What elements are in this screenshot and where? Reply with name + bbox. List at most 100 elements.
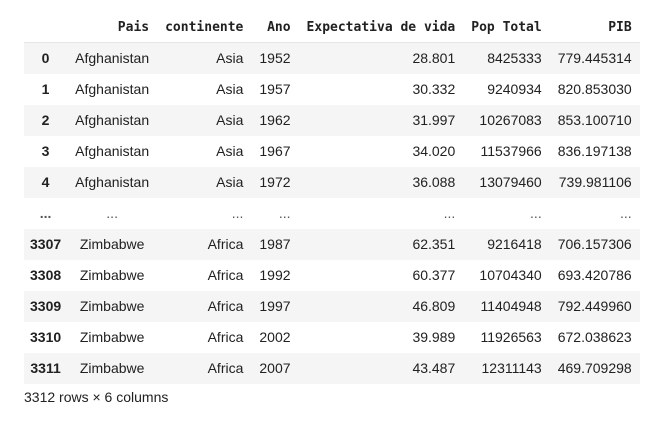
cell-pais: Afghanistan <box>75 143 150 159</box>
cell-ano: 2002 <box>259 329 291 345</box>
table-row: 2 Afghanistan Asia 1962 31.997 10267083 853.10… <box>24 104 640 136</box>
header-pib: PIB <box>549 12 640 43</box>
cell-pop-total: 12311143 <box>481 360 542 376</box>
row-index: 3 <box>41 143 50 159</box>
cell-ano: 1997 <box>259 298 291 314</box>
cell-expectativa-de-vida: ... <box>443 205 456 221</box>
cell-expectativa-de-vida: 46.809 <box>412 298 456 314</box>
cell-continente: Asia <box>216 50 244 67</box>
cell-pais: Zimbabwe <box>79 360 145 376</box>
cell-expectativa-de-vida: 36.088 <box>412 174 456 190</box>
cell-pib: 779.445314 <box>557 50 632 67</box>
table-row-ellipsis: ..................... <box>24 198 640 229</box>
table-row: 3308 Zimbabwe Africa 1992 60.377 10704340 693.… <box>24 260 640 291</box>
cell-pib: 836.197138 <box>557 143 632 159</box>
cell-pib: 672.038623 <box>557 329 632 345</box>
cell-pop-total: 9240934 <box>487 81 542 97</box>
cell-ano: 1967 <box>259 143 291 159</box>
cell-continente: Asia <box>216 112 244 128</box>
cell-continente: Africa <box>207 236 244 252</box>
cell-pop-total: 11537966 <box>480 143 542 159</box>
cell-ano: 2007 <box>259 360 291 376</box>
cell-continente: Africa <box>207 298 244 314</box>
cell-continente: Africa <box>207 267 244 283</box>
dataframe-output: Pais continente Ano Expectativa de vida … <box>24 12 640 384</box>
cell-continente: Asia <box>216 81 244 97</box>
row-index: 3311 <box>30 360 61 376</box>
cell-pop-total: 11926563 <box>480 329 542 345</box>
cell-pais: Zimbabwe <box>79 267 145 283</box>
cell-pais: Afghanistan <box>75 50 150 67</box>
table-row: 1 Afghanistan Asia 1957 30.332 9240934 820.853… <box>24 74 640 105</box>
row-index: ... <box>39 205 52 221</box>
cell-expectativa-de-vida: 39.989 <box>412 329 456 345</box>
cell-ano: 1957 <box>259 81 291 97</box>
cell-expectativa-de-vida: 28.801 <box>412 50 456 67</box>
cell-pais: Zimbabwe <box>79 329 145 345</box>
cell-pais: Afghanistan <box>75 81 150 97</box>
cell-pib: 469.709298 <box>557 360 632 376</box>
header-continente: continente <box>157 12 252 43</box>
cell-pop-total: 10267083 <box>479 112 542 128</box>
header-ano: Ano <box>251 12 299 43</box>
table-row: 3309 Zimbabwe Africa 1997 46.809 11404948 792.… <box>24 290 640 322</box>
header-pop-total: Pop Total <box>463 12 550 43</box>
header-index <box>24 12 68 43</box>
cell-pop-total: 10704340 <box>479 267 542 283</box>
cell-pib: 820.853030 <box>557 81 632 97</box>
header-expectativa-de-vida: Expectativa de vida <box>298 12 464 43</box>
table-row: 3307 Zimbabwe Africa 1987 62.351 9216418 706.1… <box>24 228 640 260</box>
shape-note: 3312 rows × 6 columns <box>24 389 169 405</box>
cell-continente: Asia <box>216 174 244 190</box>
cell-expectativa-de-vida: 30.332 <box>412 81 456 97</box>
table-row: 4 Afghanistan Asia 1972 36.088 13079460 739.98… <box>24 166 640 198</box>
cell-ano: 1962 <box>259 112 291 128</box>
cell-pib: 739.981106 <box>558 174 632 190</box>
cell-pib: 792.449960 <box>557 298 632 314</box>
cell-expectativa-de-vida: 31.997 <box>412 112 456 128</box>
row-index: 4 <box>41 174 50 190</box>
cell-pop-total: ... <box>530 205 542 221</box>
cell-pib: 706.157306 <box>557 236 632 252</box>
cell-pop-total: 13079460 <box>479 174 542 190</box>
cell-pib: 693.420786 <box>557 267 632 283</box>
header-row: Pais continente Ano Expectativa de vida … <box>24 12 640 43</box>
row-index: 3307 <box>30 236 62 252</box>
table-row: 3 Afghanistan Asia 1967 34.020 11537966 836.19… <box>24 136 640 167</box>
cell-pais: Zimbabwe <box>79 298 145 314</box>
cell-continente: Asia <box>216 143 244 159</box>
cell-ano: ... <box>278 205 291 221</box>
row-index: 0 <box>41 50 50 67</box>
row-index: 3308 <box>30 267 62 283</box>
table-row: 3311 Zimbabwe Africa 2007 43.487 12311143 469.… <box>24 352 640 384</box>
cell-pop-total: 8425333 <box>487 50 542 67</box>
cell-expectativa-de-vida: 62.351 <box>412 236 456 252</box>
cell-pais: ... <box>106 205 118 221</box>
cell-expectativa-de-vida: 43.487 <box>412 360 456 376</box>
table-header: Pais continente Ano Expectativa de vida … <box>24 12 640 43</box>
cell-pib: ... <box>620 205 632 221</box>
cell-ano: 1987 <box>259 236 291 252</box>
cell-pib: 853.100710 <box>557 112 632 128</box>
cell-pais: Afghanistan <box>75 174 150 190</box>
table-row: 3310 Zimbabwe Africa 2002 39.989 11926563 672.… <box>24 322 640 353</box>
row-index: 2 <box>41 112 50 128</box>
cell-continente: ... <box>231 205 244 221</box>
row-index: 3309 <box>30 298 62 314</box>
cell-ano: 1992 <box>259 267 291 283</box>
cell-pop-total: 11404948 <box>480 298 542 314</box>
row-index: 1 <box>41 81 50 97</box>
cell-pais: Afghanistan <box>75 112 150 128</box>
cell-ano: 1952 <box>259 50 291 67</box>
table-body: 0 Afghanistan Asia 1952 28.801 8425333 779.445… <box>24 42 640 384</box>
table-row: 0 Afghanistan Asia 1952 28.801 8425333 779.445… <box>24 42 640 74</box>
cell-ano: 1972 <box>259 174 291 190</box>
cell-expectativa-de-vida: 60.377 <box>412 267 456 283</box>
cell-continente: Africa <box>207 329 244 345</box>
cell-continente: Africa <box>207 360 244 376</box>
row-index: 3310 <box>30 329 62 345</box>
header-pais: Pais <box>67 12 158 43</box>
cell-expectativa-de-vida: 34.020 <box>412 143 456 159</box>
cell-pop-total: 9216418 <box>487 236 542 252</box>
cell-pais: Zimbabwe <box>79 236 145 252</box>
